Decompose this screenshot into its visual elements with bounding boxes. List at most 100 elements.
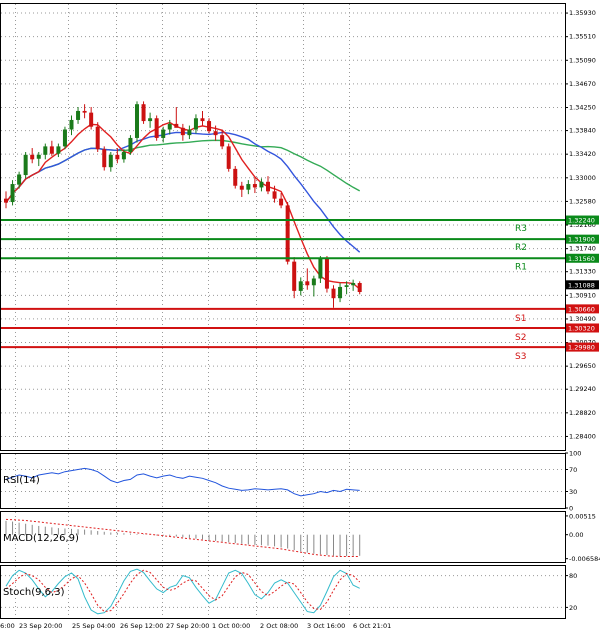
y-tick-label: 1.28400 <box>569 432 596 440</box>
y-tick-label: 1.33420 <box>569 150 596 158</box>
y-tick-label: 1.30070 <box>569 339 596 347</box>
candle-body <box>161 129 166 138</box>
price-tag-r2: 1.31900 <box>566 234 599 244</box>
candle-body <box>311 278 316 286</box>
candle-body <box>239 185 244 190</box>
candle-body <box>324 258 329 289</box>
candle-body <box>220 135 225 147</box>
candle-body <box>154 118 159 138</box>
candle <box>187 125 192 140</box>
candle-body <box>89 112 94 127</box>
stoch-main-line <box>5 568 360 615</box>
candle-body <box>259 181 264 188</box>
candle <box>49 140 54 156</box>
candle <box>115 148 120 164</box>
candle <box>357 281 362 295</box>
candle <box>213 125 218 141</box>
candle-body <box>148 118 153 122</box>
candle <box>180 123 185 141</box>
candle-body <box>351 283 356 286</box>
candle <box>207 118 212 134</box>
candle <box>285 202 290 265</box>
candle <box>331 285 336 308</box>
candle <box>311 275 316 297</box>
y-tick-label: 1.34670 <box>569 80 596 88</box>
y-tick-label: 1.29650 <box>569 362 596 370</box>
candle-body <box>226 146 231 169</box>
y-tick-label: 1.35090 <box>569 56 596 64</box>
price-tag-box <box>566 323 599 333</box>
macd-signal-line <box>5 518 360 557</box>
x-tick-label: 3 Oct 16:00 <box>307 622 345 630</box>
candle <box>193 114 198 134</box>
y-tick-label: 1.30910 <box>569 291 596 299</box>
price-tag-r1: 1.31560 <box>566 253 599 263</box>
candle <box>148 112 153 128</box>
candle <box>76 107 81 124</box>
y-tick-label: 30 <box>569 488 577 496</box>
candle-body <box>4 198 8 203</box>
level-name-r1: R1 <box>515 262 527 272</box>
candle-body <box>128 137 133 152</box>
candle-body <box>141 104 146 122</box>
candle <box>4 191 8 209</box>
candle-body <box>30 154 35 160</box>
x-tick-label: 6 Oct 21:01 <box>353 622 391 630</box>
candle <box>272 185 277 203</box>
candle <box>89 107 94 130</box>
candle-body <box>62 129 67 147</box>
price-tag-box <box>566 234 599 244</box>
current-price-box <box>566 280 599 290</box>
candle <box>43 143 48 160</box>
candle <box>259 178 264 192</box>
y-tick-label: 1.34250 <box>569 104 596 112</box>
candle <box>200 110 205 126</box>
price-tag-text: 1.29980 <box>568 344 595 352</box>
candle-body <box>167 123 172 130</box>
candle <box>239 181 244 197</box>
y-tick-label: 1.32580 <box>569 197 596 205</box>
candle <box>10 180 15 206</box>
candle <box>62 126 67 150</box>
candle-body <box>102 149 107 168</box>
candle-body <box>200 118 205 122</box>
x-tick-label: 27 Sep 20:00 <box>166 622 209 630</box>
candle-body <box>338 286 343 299</box>
pane-macd-frame <box>0 511 566 563</box>
y-tick-label: 100 <box>569 450 581 458</box>
y-tick-label: 1.29240 <box>569 385 596 393</box>
level-name-r3: R3 <box>515 224 527 234</box>
candle <box>351 279 356 291</box>
pane-sto-frame <box>0 565 566 619</box>
candle <box>266 176 270 195</box>
candle-body <box>108 154 113 168</box>
candle-body <box>305 281 310 286</box>
y-tick-label: 1.32160 <box>569 221 596 229</box>
candle-body <box>318 258 323 279</box>
candle-body <box>298 281 303 291</box>
y-tick-label: 1.33000 <box>569 174 596 182</box>
candle-body <box>82 110 87 113</box>
candle <box>154 115 159 141</box>
pane-main-frame <box>0 3 566 451</box>
candle <box>102 146 107 171</box>
candle <box>167 119 172 135</box>
candle <box>135 101 139 143</box>
candle-body <box>272 191 277 199</box>
candle-body <box>233 168 238 186</box>
price-tag-s1: 1.30660 <box>566 304 599 314</box>
current-price-tag: 1.31088 <box>566 280 599 290</box>
pane-title-rsi: RSI(14) <box>3 475 40 486</box>
y-tick-label: 1.31330 <box>569 268 596 276</box>
level-name-r2: R2 <box>515 243 527 253</box>
candle <box>121 149 126 163</box>
candle-body <box>10 184 15 203</box>
stoch-signal-line <box>5 569 361 613</box>
x-tick-label: 1 Oct 00:00 <box>212 622 250 630</box>
candle <box>226 143 231 172</box>
candle-body <box>23 154 28 176</box>
price-tag-text: 1.30320 <box>568 324 595 332</box>
y-tick-label: 0 <box>569 505 573 513</box>
x-tick-label: 2 Oct 08:00 <box>260 622 298 630</box>
